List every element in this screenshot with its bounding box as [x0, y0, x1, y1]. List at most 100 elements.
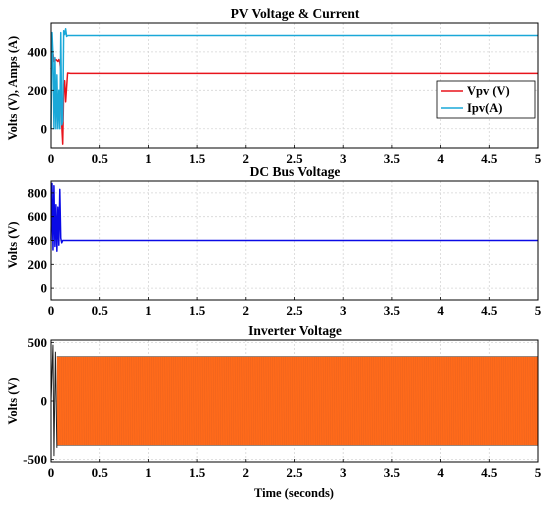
oscillation-stroke — [298, 356, 301, 446]
oscillation-stroke — [424, 356, 426, 446]
oscillation-stroke — [186, 356, 188, 446]
oscillation-stroke — [83, 356, 85, 446]
oscillation-stroke — [518, 356, 521, 446]
oscillation-stroke — [503, 356, 505, 446]
x-tick-label: 4.5 — [481, 465, 498, 480]
oscillation-stroke — [140, 356, 142, 446]
oscillation-stroke — [223, 356, 226, 446]
oscillation-stroke — [463, 356, 466, 446]
x-tick-label: 1.5 — [189, 303, 206, 318]
oscillation-stroke — [520, 356, 523, 446]
oscillation-stroke — [102, 356, 105, 446]
oscillation-stroke — [318, 356, 320, 446]
oscillation-stroke — [446, 356, 448, 446]
oscillation-stroke — [76, 356, 78, 446]
oscillation-stroke — [452, 356, 455, 446]
oscillation-stroke — [129, 356, 131, 446]
oscillation-stroke — [305, 356, 307, 446]
oscillation-stroke — [391, 356, 393, 446]
oscillation-stroke — [256, 356, 259, 446]
oscillation-stroke — [94, 356, 96, 446]
oscillation-stroke — [443, 356, 446, 446]
oscillation-stroke — [177, 356, 180, 446]
oscillation-stroke — [358, 356, 360, 446]
oscillation-stroke — [338, 356, 340, 446]
y-tick-label: 600 — [28, 209, 48, 224]
oscillation-stroke — [340, 356, 342, 446]
oscillation-stroke — [127, 356, 129, 446]
oscillation-stroke — [259, 356, 261, 446]
oscillation-stroke — [142, 356, 144, 446]
oscillation-stroke — [221, 356, 224, 446]
oscillation-stroke — [470, 356, 472, 446]
oscillation-stroke — [98, 356, 100, 446]
oscillation-stroke — [296, 356, 298, 446]
oscillation-stroke — [459, 356, 461, 446]
oscillation-stroke — [468, 356, 470, 446]
oscillation-stroke — [351, 356, 353, 446]
oscillation-stroke — [421, 356, 424, 446]
oscillation-stroke — [138, 356, 140, 446]
legend-entry-ipv: Ipv(A) — [467, 101, 502, 115]
oscillation-stroke — [457, 356, 459, 446]
oscillation-stroke — [228, 356, 230, 446]
oscillation-stroke — [292, 356, 294, 446]
oscillation-stroke — [252, 356, 254, 446]
oscillation-stroke — [193, 356, 195, 446]
y-tick-label: 0 — [41, 121, 48, 136]
x-tick-label: 3.5 — [384, 151, 401, 166]
oscillation-stroke — [107, 356, 109, 446]
oscillation-stroke — [173, 356, 175, 446]
oscillation-stroke — [157, 356, 160, 446]
oscillation-stroke — [487, 356, 490, 446]
oscillation-stroke — [441, 356, 444, 446]
series-line-dc-bus — [50, 182, 538, 252]
oscillation-stroke — [437, 356, 439, 446]
oscillation-stroke — [195, 356, 197, 446]
oscillation-stroke — [131, 356, 133, 446]
oscillation-stroke — [476, 356, 479, 446]
oscillation-stroke — [465, 356, 468, 446]
oscillation-stroke — [527, 356, 529, 446]
oscillation-stroke — [217, 356, 219, 446]
oscillation-stroke — [355, 356, 358, 446]
oscillation-stroke — [333, 356, 336, 446]
oscillation-stroke — [377, 356, 380, 446]
oscillation-stroke — [316, 356, 318, 446]
y-tick-label: 400 — [28, 233, 48, 248]
oscillation-stroke — [413, 356, 415, 446]
oscillation-stroke — [204, 356, 206, 446]
oscillation-stroke — [164, 356, 166, 446]
oscillation-stroke — [362, 356, 364, 446]
oscillation-stroke — [492, 356, 494, 446]
oscillation-stroke — [199, 356, 202, 446]
oscillation-stroke — [505, 356, 507, 446]
series-inverter-transient — [50, 344, 58, 457]
oscillation-stroke — [283, 356, 285, 446]
y-tick-labels: 0 200 400 600 800 — [28, 185, 54, 296]
oscillation-stroke — [393, 356, 395, 446]
oscillation-stroke — [397, 356, 400, 446]
oscillation-stroke — [168, 356, 171, 446]
oscillation-stroke — [329, 356, 331, 446]
oscillation-stroke — [78, 356, 81, 446]
oscillation-stroke — [388, 356, 391, 446]
x-tick-label: 3 — [340, 303, 347, 318]
oscillation-stroke — [206, 356, 208, 446]
oscillation-stroke — [386, 356, 389, 446]
oscillation-stroke — [208, 356, 210, 446]
oscillation-stroke — [408, 356, 411, 446]
oscillation-stroke — [483, 356, 485, 446]
oscillation-stroke — [212, 356, 215, 446]
oscillation-stroke — [450, 356, 452, 446]
oscillation-stroke — [490, 356, 492, 446]
oscillation-stroke — [327, 356, 329, 446]
oscillation-stroke — [285, 356, 287, 446]
oscillation-stroke — [309, 356, 312, 446]
oscillation-stroke — [85, 356, 87, 446]
chart-title: PV Voltage & Current — [231, 6, 360, 21]
oscillation-stroke — [307, 356, 309, 446]
oscillation-stroke — [120, 356, 122, 446]
x-tick-label: 3 — [340, 151, 347, 166]
oscillation-stroke — [419, 356, 422, 446]
